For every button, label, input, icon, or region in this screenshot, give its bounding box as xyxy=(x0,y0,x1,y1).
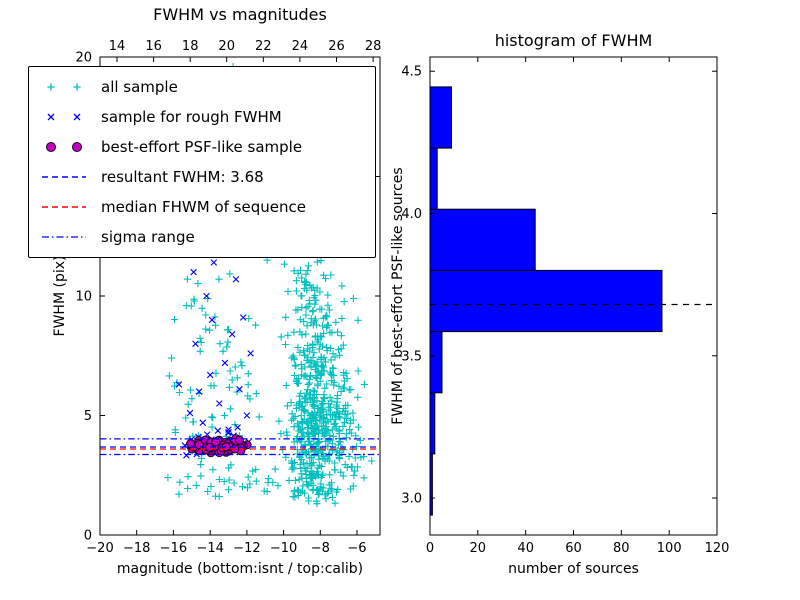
histogram-bar xyxy=(429,269,663,333)
svg-text:4.0: 4.0 xyxy=(401,207,422,222)
svg-text:120: 120 xyxy=(705,541,730,556)
legend-item-rough-fwhm: sample for rough FWHM xyxy=(37,102,367,132)
svg-text:−18: −18 xyxy=(123,541,150,556)
svg-text:−10: −10 xyxy=(270,541,297,556)
dashdot-line-icon xyxy=(42,236,86,238)
svg-text:0: 0 xyxy=(426,541,434,556)
svg-text:−6: −6 xyxy=(347,541,366,556)
legend-label: sigma range xyxy=(101,227,195,246)
left-plot-ylabel: FWHM (pix) xyxy=(52,255,68,337)
legend-label: all sample xyxy=(101,77,178,96)
svg-text:20: 20 xyxy=(75,51,92,66)
svg-text:−20: −20 xyxy=(86,541,113,556)
x-marker-glyph xyxy=(47,113,81,121)
histogram-bar xyxy=(429,392,436,455)
scatter-x-series xyxy=(175,240,254,459)
x-marker-icon xyxy=(47,113,81,121)
svg-text:5: 5 xyxy=(84,409,92,424)
circle-marker-glyph xyxy=(46,142,56,152)
legend-label: median FHWM of sequence xyxy=(101,197,306,216)
legend-label: resultant FWHM: 3.68 xyxy=(101,167,264,186)
svg-text:−14: −14 xyxy=(196,541,223,556)
svg-text:−8: −8 xyxy=(311,541,330,556)
right-plot-ylabel: FWHM of best-effort PSF-like sources xyxy=(390,167,406,425)
svg-text:3.5: 3.5 xyxy=(401,349,422,364)
right-axes-ticks xyxy=(429,57,718,535)
svg-text:26: 26 xyxy=(328,39,345,54)
right-plot-xlabel: number of sources xyxy=(508,561,639,577)
legend: all sample sample for rough FWHM best-ef… xyxy=(28,66,376,258)
plus-marker-glyph xyxy=(47,83,81,91)
histogram-bar xyxy=(429,331,443,394)
svg-text:28: 28 xyxy=(365,39,382,54)
left-plot-xlabel: magnitude (bottom:isnt / top:calib) xyxy=(116,561,364,577)
scatter-psf-sample xyxy=(186,434,252,458)
svg-text:60: 60 xyxy=(565,541,582,556)
right-axes-ticklabels: 0 20 40 60 80 100 120 3.0 3.5 4.0 4.5 xyxy=(401,65,729,556)
legend-item-psf-sample: best-effort PSF-like sample xyxy=(37,132,367,162)
legend-label: sample for rough FWHM xyxy=(101,107,282,126)
svg-text:14: 14 xyxy=(109,39,126,54)
svg-text:18: 18 xyxy=(182,39,199,54)
legend-label: best-effort PSF-like sample xyxy=(101,137,303,156)
left-axes-ticklabels: −20 −18 −16 −14 −12 −10 −8 −6 14 16 18 20 22 24 26 28 0 5… xyxy=(75,39,381,556)
svg-text:20: 20 xyxy=(470,541,487,556)
histogram-bar xyxy=(429,208,536,271)
left-plot-marks xyxy=(100,63,380,508)
svg-text:−16: −16 xyxy=(160,541,187,556)
left-plot-title: FWHM vs magnitudes xyxy=(153,5,327,24)
svg-text:0: 0 xyxy=(84,529,92,544)
svg-text:10: 10 xyxy=(75,290,92,305)
dashed-line-icon xyxy=(42,176,86,178)
svg-text:3.0: 3.0 xyxy=(401,492,422,507)
svg-text:4.5: 4.5 xyxy=(401,65,422,80)
svg-text:16: 16 xyxy=(145,39,162,54)
plus-marker-icon xyxy=(47,83,81,91)
circle-marker-icon xyxy=(46,142,82,152)
reference-lines xyxy=(100,438,380,456)
svg-text:100: 100 xyxy=(657,541,682,556)
right-plot-title: histogram of FWHM xyxy=(494,31,653,50)
legend-item-sigma-range: sigma range xyxy=(37,222,367,252)
svg-text:40: 40 xyxy=(517,541,534,556)
svg-text:20: 20 xyxy=(218,39,235,54)
svg-text:22: 22 xyxy=(255,39,272,54)
histogram-bar xyxy=(429,147,438,210)
dashed-line-icon xyxy=(42,206,86,208)
svg-text:24: 24 xyxy=(292,39,309,54)
legend-item-median-fwhm: median FHWM of sequence xyxy=(37,192,367,222)
svg-text:−12: −12 xyxy=(233,541,260,556)
circle-marker-glyph xyxy=(72,142,82,152)
svg-text:80: 80 xyxy=(613,541,630,556)
histogram-bars xyxy=(429,86,663,516)
legend-item-resultant-fwhm: resultant FWHM: 3.68 xyxy=(37,162,367,192)
legend-item-all-sample: all sample xyxy=(37,72,367,102)
histogram-bar xyxy=(429,86,452,149)
